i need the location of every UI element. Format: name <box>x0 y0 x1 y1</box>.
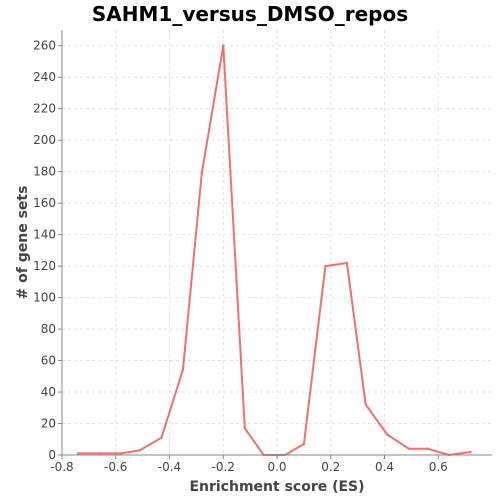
x-tick-label: 0.2 <box>321 460 340 474</box>
data-point <box>139 449 141 451</box>
y-tick-label: 100 <box>33 291 56 305</box>
data-point <box>182 369 184 371</box>
y-tick-label: 160 <box>33 196 56 210</box>
y-tick-label: 260 <box>33 39 56 53</box>
x-tick-label: -0.2 <box>212 460 235 474</box>
x-tick-label: 0.4 <box>375 460 394 474</box>
y-tick-label: 60 <box>41 354 56 368</box>
data-point <box>365 403 367 405</box>
y-tick-label: 120 <box>33 259 56 273</box>
data-point <box>386 433 388 435</box>
x-tick-label: -0.4 <box>158 460 181 474</box>
y-tick-label: 0 <box>48 448 56 462</box>
y-tick-label: 80 <box>41 322 56 336</box>
data-point <box>346 262 348 264</box>
y-tick-label: 140 <box>33 228 56 242</box>
data-point <box>408 448 410 450</box>
data-point <box>303 443 305 445</box>
data-point <box>77 452 79 454</box>
data-point <box>98 452 100 454</box>
y-tick-label: 220 <box>33 102 56 116</box>
y-tick-label: 20 <box>41 417 56 431</box>
y-tick-label: 200 <box>33 133 56 147</box>
data-point <box>120 452 122 454</box>
data-point <box>324 265 326 267</box>
chart-title: SAHM1_versus_DMSO_repos <box>92 2 408 26</box>
x-tick-label: -0.6 <box>104 460 127 474</box>
data-point <box>160 437 162 439</box>
x-tick-label: 0.6 <box>429 460 448 474</box>
data-point <box>244 427 246 429</box>
data-point <box>426 448 428 450</box>
y-tick-label: 40 <box>41 385 56 399</box>
x-tick-label: -0.8 <box>50 460 73 474</box>
y-tick-label: 240 <box>33 70 56 84</box>
data-point <box>469 451 471 453</box>
y-tick-label: 180 <box>33 165 56 179</box>
data-point <box>222 45 224 47</box>
x-tick-label: 0.0 <box>267 460 286 474</box>
x-axis-label: Enrichment score (ES) <box>189 479 364 495</box>
data-point <box>201 172 203 174</box>
y-axis-label: # of gene sets <box>15 186 31 300</box>
